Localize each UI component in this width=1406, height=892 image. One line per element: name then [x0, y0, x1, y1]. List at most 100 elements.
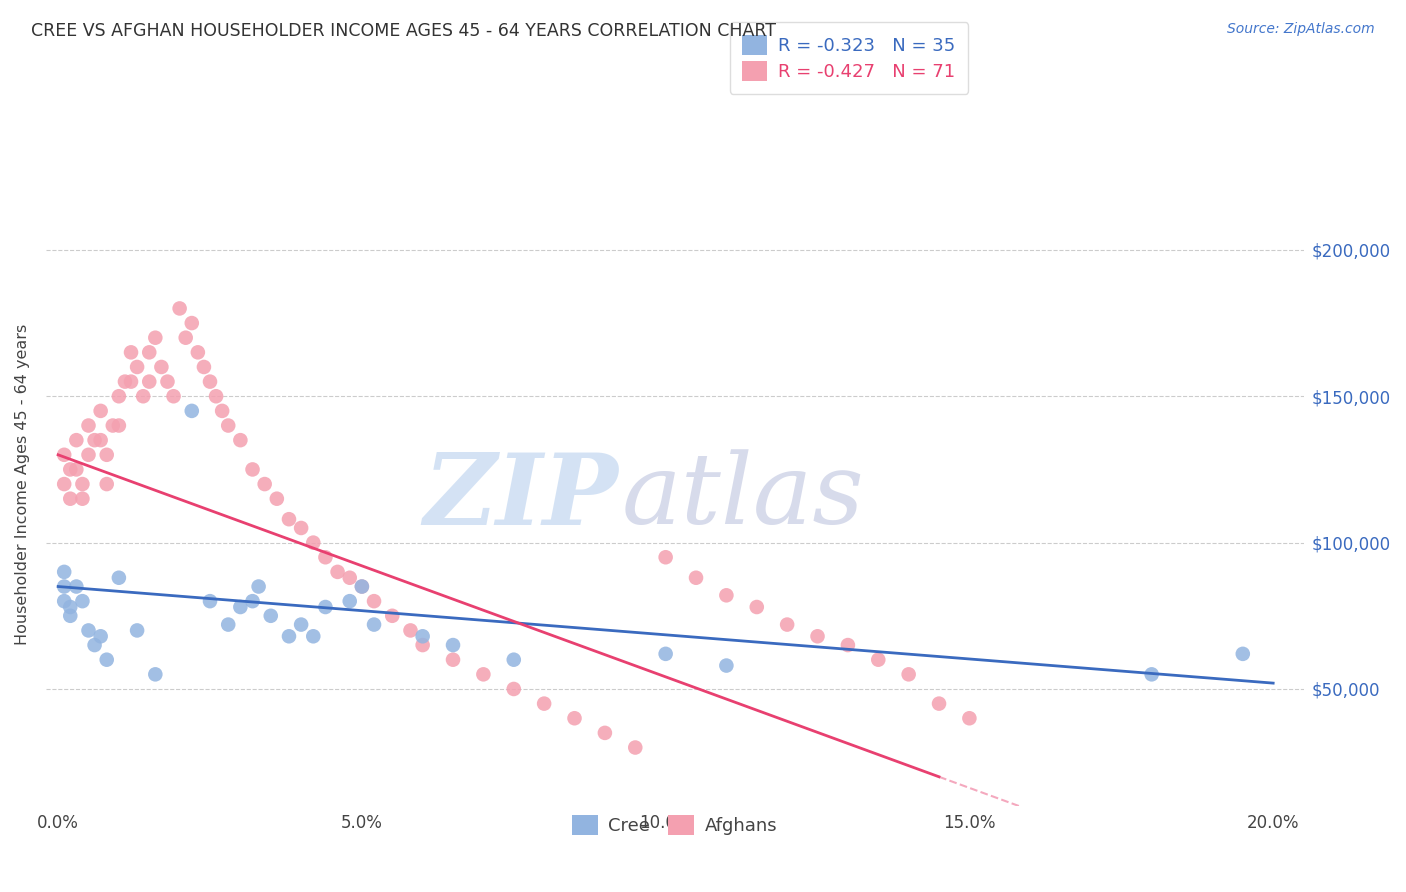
Point	[211, 404, 233, 418]
Point	[96, 448, 118, 462]
Point	[150, 359, 173, 374]
Point	[624, 740, 647, 755]
Point	[654, 550, 676, 565]
Point	[59, 491, 82, 506]
Point	[412, 629, 434, 643]
Point	[114, 375, 136, 389]
Point	[90, 433, 112, 447]
Point	[174, 331, 197, 345]
Point	[180, 316, 202, 330]
Point	[326, 565, 349, 579]
Point	[96, 477, 118, 491]
Point	[314, 600, 336, 615]
Point	[229, 433, 252, 447]
Point	[72, 477, 94, 491]
Point	[302, 535, 325, 549]
Point	[441, 638, 464, 652]
Point	[127, 624, 149, 638]
Point	[180, 404, 202, 418]
Point	[302, 629, 325, 643]
Point	[65, 580, 87, 594]
Point	[127, 359, 149, 374]
Point	[412, 638, 434, 652]
Point	[108, 418, 131, 433]
Point	[745, 600, 768, 615]
Point	[266, 491, 288, 506]
Point	[350, 580, 373, 594]
Point	[72, 491, 94, 506]
Point	[928, 697, 950, 711]
Point	[242, 594, 264, 608]
Point	[837, 638, 859, 652]
Point	[533, 697, 555, 711]
Point	[96, 653, 118, 667]
Text: atlas: atlas	[621, 450, 865, 545]
Point	[53, 477, 76, 491]
Point	[868, 653, 890, 667]
Point	[198, 375, 221, 389]
Point	[399, 624, 422, 638]
Point	[72, 594, 94, 608]
Point	[169, 301, 191, 316]
Point	[59, 608, 82, 623]
Point	[205, 389, 228, 403]
Point	[90, 404, 112, 418]
Point	[120, 345, 142, 359]
Point	[564, 711, 586, 725]
Point	[138, 345, 160, 359]
Point	[59, 462, 82, 476]
Y-axis label: Householder Income Ages 45 - 64 years: Householder Income Ages 45 - 64 years	[15, 324, 30, 645]
Point	[290, 617, 312, 632]
Point	[53, 565, 76, 579]
Point	[65, 462, 87, 476]
Point	[253, 477, 276, 491]
Point	[229, 600, 252, 615]
Legend: Cree, Afghans: Cree, Afghans	[565, 808, 785, 842]
Point	[217, 617, 239, 632]
Point	[716, 588, 738, 602]
Point	[776, 617, 799, 632]
Point	[187, 345, 209, 359]
Point	[247, 580, 270, 594]
Point	[685, 571, 707, 585]
Point	[363, 617, 385, 632]
Point	[957, 711, 980, 725]
Point	[83, 433, 105, 447]
Point	[162, 389, 184, 403]
Point	[217, 418, 239, 433]
Point	[90, 629, 112, 643]
Point	[441, 653, 464, 667]
Point	[77, 624, 100, 638]
Point	[101, 418, 124, 433]
Point	[53, 594, 76, 608]
Point	[593, 726, 616, 740]
Point	[156, 375, 179, 389]
Text: CREE VS AFGHAN HOUSEHOLDER INCOME AGES 45 - 64 YEARS CORRELATION CHART: CREE VS AFGHAN HOUSEHOLDER INCOME AGES 4…	[31, 22, 776, 40]
Point	[242, 462, 264, 476]
Point	[65, 433, 87, 447]
Point	[350, 580, 373, 594]
Point	[1232, 647, 1254, 661]
Text: Source: ZipAtlas.com: Source: ZipAtlas.com	[1227, 22, 1375, 37]
Point	[53, 448, 76, 462]
Point	[198, 594, 221, 608]
Point	[806, 629, 828, 643]
Point	[1140, 667, 1163, 681]
Point	[716, 658, 738, 673]
Point	[278, 629, 301, 643]
Point	[143, 331, 166, 345]
Point	[502, 653, 524, 667]
Point	[339, 571, 361, 585]
Point	[260, 608, 283, 623]
Point	[59, 600, 82, 615]
Point	[143, 667, 166, 681]
Point	[132, 389, 155, 403]
Point	[472, 667, 495, 681]
Point	[138, 375, 160, 389]
Point	[77, 448, 100, 462]
Point	[314, 550, 336, 565]
Point	[108, 389, 131, 403]
Point	[654, 647, 676, 661]
Point	[339, 594, 361, 608]
Point	[53, 580, 76, 594]
